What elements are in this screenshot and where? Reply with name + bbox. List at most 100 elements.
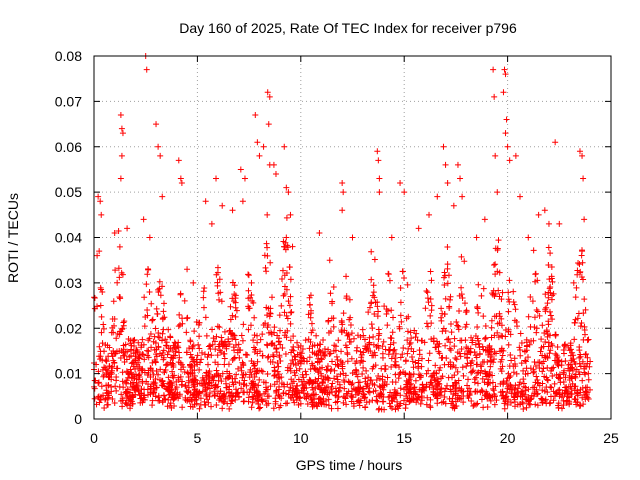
data-point — [251, 363, 258, 370]
data-point — [297, 360, 304, 367]
data-point — [150, 338, 157, 345]
data-point — [484, 381, 491, 388]
data-point — [218, 298, 225, 305]
data-point — [464, 354, 471, 361]
data-point — [229, 398, 236, 405]
data-point — [460, 392, 467, 399]
data-point — [494, 189, 501, 196]
data-point — [275, 386, 282, 393]
data-point — [264, 324, 271, 331]
data-point — [442, 342, 449, 349]
data-point — [453, 380, 460, 387]
data-point — [430, 370, 437, 377]
data-point — [554, 343, 561, 350]
data-point — [296, 365, 303, 372]
data-point — [153, 121, 160, 128]
data-point — [502, 130, 509, 137]
data-point — [545, 220, 552, 227]
data-point — [336, 387, 343, 394]
data-point — [422, 305, 429, 312]
data-point — [452, 354, 459, 361]
data-point — [128, 360, 135, 367]
data-point — [366, 398, 373, 405]
data-point — [434, 386, 441, 393]
data-point — [517, 346, 524, 353]
data-point — [464, 360, 471, 367]
data-point — [318, 355, 325, 362]
data-point — [232, 336, 239, 343]
data-point — [179, 320, 186, 327]
data-point — [118, 125, 125, 132]
data-point — [214, 370, 221, 377]
data-point — [476, 344, 483, 351]
data-point — [184, 266, 191, 273]
data-point — [485, 393, 492, 400]
data-point — [475, 309, 482, 316]
data-point — [540, 343, 547, 350]
data-point — [399, 351, 406, 358]
data-point — [159, 193, 166, 200]
data-point — [352, 386, 359, 393]
data-point — [574, 315, 581, 322]
data-point — [447, 339, 454, 346]
data-point — [164, 351, 171, 358]
data-point — [191, 328, 198, 335]
data-point — [456, 384, 463, 391]
data-point — [534, 379, 541, 386]
data-point — [191, 383, 198, 390]
data-point — [474, 380, 481, 387]
data-point — [325, 346, 332, 353]
data-point — [491, 332, 498, 339]
data-point — [216, 276, 223, 283]
data-point — [361, 336, 368, 343]
data-point — [113, 377, 120, 384]
data-point — [146, 335, 153, 342]
data-point — [397, 312, 404, 319]
data-point — [576, 343, 583, 350]
data-point — [576, 402, 583, 409]
data-point — [520, 376, 527, 383]
data-point — [412, 334, 419, 341]
data-point — [136, 371, 143, 378]
data-point — [179, 378, 186, 385]
data-point — [232, 341, 239, 348]
data-point — [104, 367, 111, 374]
data-point — [551, 380, 558, 387]
data-point — [214, 269, 221, 276]
data-point — [91, 395, 98, 402]
data-point — [556, 371, 563, 378]
data-point — [152, 358, 159, 365]
data-point — [587, 358, 594, 365]
data-point — [160, 392, 167, 399]
data-point — [315, 348, 322, 355]
data-point — [490, 359, 497, 366]
data-point — [430, 337, 437, 344]
data-point — [343, 293, 350, 300]
data-point — [405, 377, 412, 384]
data-point — [100, 373, 107, 380]
data-point — [518, 340, 525, 347]
data-point — [339, 321, 346, 328]
data-point — [427, 295, 434, 302]
data-point — [229, 279, 236, 286]
data-point — [569, 365, 576, 372]
data-point — [277, 327, 284, 334]
data-point — [491, 93, 498, 100]
data-point — [264, 393, 271, 400]
data-point — [385, 394, 392, 401]
data-point — [373, 377, 380, 384]
data-point — [428, 373, 435, 380]
data-point — [560, 379, 567, 385]
data-point — [564, 397, 571, 404]
data-point — [202, 314, 209, 321]
data-point — [478, 387, 485, 394]
data-point — [473, 361, 480, 368]
data-point — [159, 316, 166, 323]
data-point — [529, 384, 536, 391]
data-point — [576, 148, 583, 155]
data-point — [277, 402, 284, 409]
data-point — [369, 397, 376, 404]
data-point — [132, 391, 139, 398]
data-point — [178, 366, 185, 373]
data-point — [276, 353, 283, 360]
